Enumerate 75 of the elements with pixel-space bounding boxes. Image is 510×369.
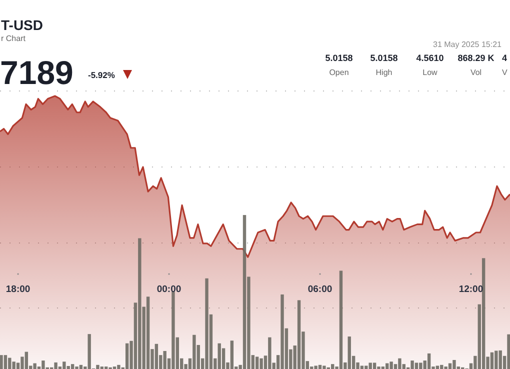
bar xyxy=(205,278,208,369)
chart-subtitle: r Chart xyxy=(1,34,26,43)
bar xyxy=(146,296,150,369)
text: Open xyxy=(329,68,349,77)
bar xyxy=(260,358,263,369)
text: 5.0158 xyxy=(325,53,353,63)
bar xyxy=(12,362,16,369)
text: High xyxy=(376,68,392,77)
bar xyxy=(88,334,91,369)
bar xyxy=(498,350,502,369)
bar xyxy=(79,364,83,369)
bar xyxy=(372,362,376,369)
text: V xyxy=(502,68,508,77)
bar xyxy=(364,366,368,369)
bar xyxy=(42,360,45,369)
bar xyxy=(24,352,28,369)
x-tick-label: 18:00 xyxy=(6,284,30,295)
chart-title: T-USD xyxy=(1,17,43,33)
bar xyxy=(348,336,351,369)
text: 7189 xyxy=(0,54,74,91)
bar xyxy=(448,363,452,369)
bar xyxy=(125,343,129,369)
bar xyxy=(280,294,284,369)
bar xyxy=(494,350,498,369)
bar xyxy=(318,364,322,369)
bar xyxy=(242,215,246,369)
bar xyxy=(218,343,221,369)
bar xyxy=(490,352,494,369)
bar xyxy=(507,334,510,369)
bar xyxy=(360,366,364,369)
bar xyxy=(163,350,166,369)
bar xyxy=(410,360,414,369)
bar xyxy=(314,366,318,369)
text: 868.29 K xyxy=(458,53,495,63)
bar xyxy=(154,344,158,369)
bar xyxy=(4,355,8,369)
bar xyxy=(230,340,234,369)
bar xyxy=(96,364,100,369)
x-tick-label: 00:00 xyxy=(156,284,182,295)
bar xyxy=(297,300,301,369)
bar xyxy=(368,362,372,369)
bar xyxy=(398,358,402,369)
text: 5.0158 xyxy=(370,53,398,63)
bar xyxy=(172,292,175,369)
bar xyxy=(192,334,196,369)
bar xyxy=(54,362,58,369)
bar xyxy=(452,360,456,369)
bar xyxy=(440,364,444,369)
bar xyxy=(62,362,66,369)
bar xyxy=(0,355,3,369)
bar xyxy=(436,366,440,369)
bar xyxy=(482,258,486,369)
bar xyxy=(427,353,431,369)
bar xyxy=(117,364,120,369)
text: 31 May 2025 15:21 xyxy=(433,40,502,49)
bar xyxy=(322,366,326,369)
bar xyxy=(386,363,389,369)
bar xyxy=(255,356,259,369)
bar xyxy=(414,362,418,369)
bar xyxy=(66,366,70,369)
bar xyxy=(70,364,74,369)
bar xyxy=(8,358,12,369)
bar xyxy=(419,362,422,369)
text: 4 xyxy=(502,53,508,63)
bar xyxy=(33,363,36,369)
text: Low xyxy=(422,68,438,77)
text: 4.5610 xyxy=(416,53,444,63)
text: Vol xyxy=(470,68,482,77)
text: -5.92% xyxy=(88,70,116,80)
bar xyxy=(390,362,393,369)
bar xyxy=(268,337,272,369)
bar xyxy=(339,270,343,369)
x-tick-label: 06:00 xyxy=(308,284,332,295)
bar xyxy=(138,238,142,369)
bar xyxy=(330,364,334,369)
